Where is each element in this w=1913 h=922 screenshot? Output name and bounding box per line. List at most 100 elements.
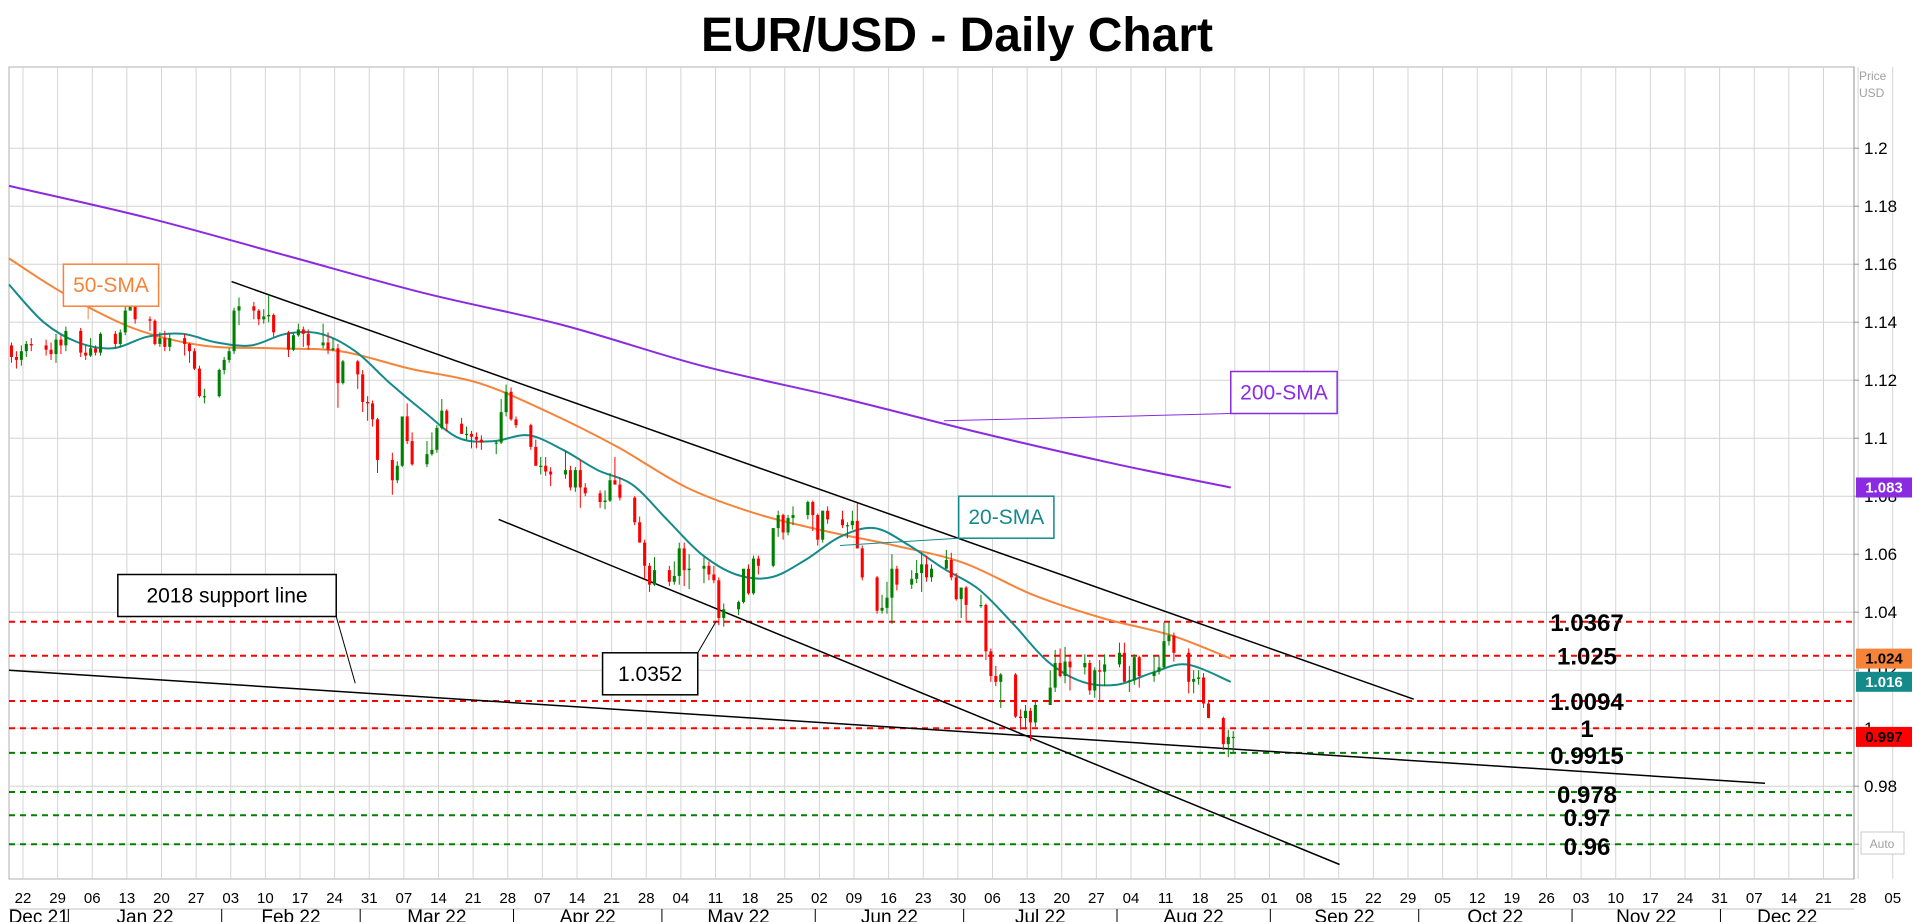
candle xyxy=(756,555,760,575)
candle-body xyxy=(1197,677,1201,679)
candle-body xyxy=(306,333,310,346)
time-axis: 22 29 06 13 20 27 03 10 17 24 31 07 14 21 28 07 14 21 28 04… xyxy=(9,890,1901,922)
candle xyxy=(1167,622,1171,646)
candle-body xyxy=(405,416,409,442)
x-tick-label: 31 xyxy=(1711,890,1728,907)
x-tick-label: 31 xyxy=(361,890,378,907)
candle-body xyxy=(677,548,681,576)
candle-body xyxy=(1028,710,1032,723)
candle xyxy=(445,409,449,431)
candle-body xyxy=(776,515,780,529)
x-tick-label: 24 xyxy=(326,890,343,907)
candle xyxy=(999,673,1003,708)
candle xyxy=(49,342,53,360)
candle xyxy=(529,423,533,450)
candle xyxy=(563,451,568,479)
candle-body xyxy=(44,345,48,350)
candle xyxy=(1132,654,1136,685)
candle-body xyxy=(682,548,686,571)
annotation: 20-SMA xyxy=(839,495,1055,546)
annotation-pointer xyxy=(697,620,717,654)
chart-title: EUR/USD - Daily Chart xyxy=(701,9,1213,62)
month-label: Aug 22 xyxy=(1164,907,1224,922)
candle-body xyxy=(613,480,617,485)
candle xyxy=(920,552,924,592)
candle-body xyxy=(563,470,568,475)
x-tick-label: 29 xyxy=(49,890,66,907)
candle xyxy=(944,549,948,569)
candle xyxy=(643,539,647,579)
candle xyxy=(1028,707,1032,742)
candle-body xyxy=(826,510,830,520)
candle xyxy=(84,345,88,360)
candle-body xyxy=(153,320,157,344)
candle-body xyxy=(811,502,815,516)
candle xyxy=(494,441,498,455)
candle-body xyxy=(756,558,760,566)
price-badge-bg xyxy=(1856,648,1912,669)
candle xyxy=(1202,673,1206,708)
x-tick-label: 17 xyxy=(1642,890,1659,907)
candle xyxy=(262,309,266,324)
candle-body xyxy=(989,651,993,676)
candle xyxy=(1117,642,1121,668)
x-tick-label: 19 xyxy=(1504,890,1521,907)
candle-body xyxy=(1122,652,1126,682)
trendline xyxy=(8,669,1766,785)
price-badge-value: 1.016 xyxy=(1865,674,1903,691)
candle-body xyxy=(925,564,929,578)
candle xyxy=(113,330,117,349)
candle xyxy=(742,568,746,604)
candle xyxy=(163,330,167,352)
candle-body xyxy=(1206,703,1211,719)
candle-body xyxy=(1187,652,1191,682)
candles xyxy=(9,294,1235,758)
candle xyxy=(954,573,958,601)
candle xyxy=(252,301,256,320)
auto-scale-button[interactable] xyxy=(1860,831,1905,855)
candle xyxy=(257,309,261,326)
candle xyxy=(737,600,741,616)
month-label: Jan 22 xyxy=(117,907,174,922)
candle-body xyxy=(1019,716,1023,719)
candle xyxy=(682,542,686,587)
candle xyxy=(1231,731,1235,753)
annotation-box xyxy=(601,652,699,696)
price-badge: 1.083 xyxy=(1856,477,1912,498)
candle xyxy=(959,587,963,618)
candle-body xyxy=(984,604,988,652)
candle-body xyxy=(1152,671,1156,676)
candle-body xyxy=(29,343,33,346)
candle-body xyxy=(128,306,132,311)
candle-body xyxy=(341,361,345,384)
candle-body xyxy=(1048,687,1052,705)
month-label: Jul 22 xyxy=(1015,907,1066,922)
candle-body xyxy=(222,359,226,371)
candle xyxy=(568,465,572,491)
candle xyxy=(1053,649,1057,692)
candle xyxy=(188,342,192,363)
x-tick-label: 14 xyxy=(569,890,586,907)
candle-body xyxy=(400,416,404,466)
candle xyxy=(430,432,434,456)
x-tick-label: 06 xyxy=(984,890,1001,907)
candle-body xyxy=(648,565,652,585)
candle-body xyxy=(964,587,968,605)
candle xyxy=(1014,673,1018,719)
month-label: Jun 22 xyxy=(861,907,918,922)
candle-body xyxy=(192,351,197,369)
x-tick-label: 27 xyxy=(1088,890,1105,907)
x-tick-label: 30 xyxy=(950,890,967,907)
candle-body xyxy=(232,310,236,352)
candle-body xyxy=(712,574,716,581)
x-tick-label: 13 xyxy=(119,890,136,907)
x-tick-label: 06 xyxy=(84,890,101,907)
candle xyxy=(1127,665,1131,692)
candle xyxy=(702,557,706,584)
x-tick-label: 25 xyxy=(1227,890,1244,907)
candle-body xyxy=(568,470,572,488)
candle xyxy=(929,564,934,582)
candle xyxy=(890,554,894,624)
price-badge-value: 1.024 xyxy=(1865,651,1903,668)
